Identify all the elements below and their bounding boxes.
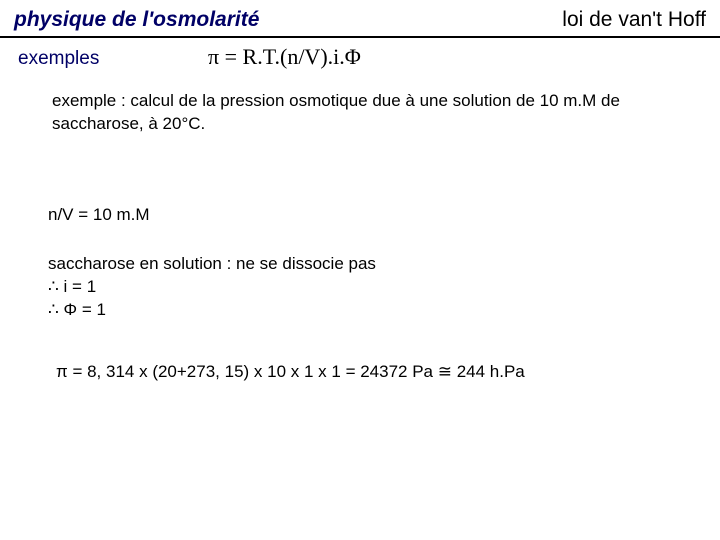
main-formula: π = R.T.(n/V).i.Φ	[208, 44, 361, 70]
line-saccharose: saccharose en solution : ne se dissocie …	[0, 253, 720, 276]
subheader: exemples	[18, 48, 208, 70]
page-title-right: loi de van't Hoff	[562, 8, 706, 32]
line-nv: n/V = 10 m.M	[0, 204, 720, 227]
example-statement: exemple : calcul de la pression osmotiqu…	[52, 90, 680, 136]
header: physique de l'osmolarité loi de van't Ho…	[0, 0, 720, 38]
example-statement-block: exemple : calcul de la pression osmotiqu…	[0, 70, 720, 136]
line-i: ∴ i = 1	[0, 276, 720, 299]
subheader-row: exemples π = R.T.(n/V).i.Φ	[0, 38, 720, 70]
page-title-left: physique de l'osmolarité	[14, 8, 259, 32]
line-phi: ∴ Φ = 1	[0, 299, 720, 322]
result-line: π = 8, 314 x (20+273, 15) x 10 x 1 x 1 =…	[0, 362, 720, 382]
